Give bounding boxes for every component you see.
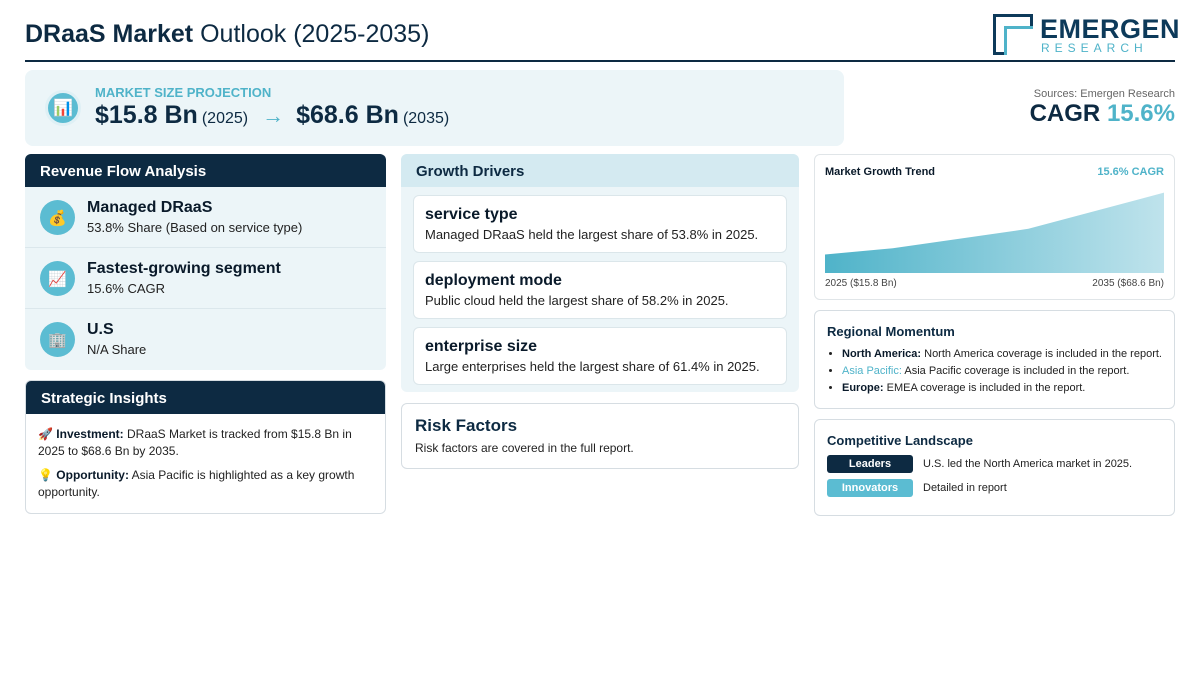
driver-text: Large enterprises held the largest share… bbox=[425, 359, 760, 374]
region-text: EMEA coverage is included in the report. bbox=[886, 382, 1086, 394]
driver-text: Managed DRaaS held the largest share of … bbox=[425, 227, 759, 242]
region-item: North America: North America coverage is… bbox=[842, 348, 1162, 361]
revenue-item-title: Fastest-growing segment bbox=[87, 260, 281, 277]
end-value: $68.6 Bn bbox=[296, 101, 399, 129]
bar-chart-icon: 📊 bbox=[45, 90, 81, 126]
region-item: Europe: EMEA coverage is included in the… bbox=[842, 382, 1162, 395]
trend-title: Market Growth Trend bbox=[825, 166, 936, 178]
projection-label: MARKET SIZE PROJECTION bbox=[95, 85, 272, 100]
driver-card: service type Managed DRaaS held the larg… bbox=[413, 195, 787, 253]
logo-mark-icon bbox=[993, 14, 1033, 55]
trend-start-label: 2025 ($15.8 Bn) bbox=[825, 278, 897, 289]
opportunity-text: Asia Pacific is highlighted as a key gro… bbox=[38, 468, 355, 499]
revenue-item-sub: N/A Share bbox=[87, 342, 147, 357]
market-size-projection: 📊 MARKET SIZE PROJECTION $15.8 Bn (2025) →… bbox=[25, 70, 844, 146]
driver-title: service type bbox=[425, 206, 518, 223]
projection-values: $15.8 Bn (2025) → $68.6 Bn (2035) bbox=[95, 101, 449, 130]
region-text: North America coverage is included in th… bbox=[924, 348, 1162, 360]
region-text: Asia Pacific coverage is included in the… bbox=[904, 365, 1130, 377]
region-name: Asia Pacific: bbox=[842, 365, 902, 377]
region-name: Europe: bbox=[842, 382, 884, 394]
innovators-text: Detailed in report bbox=[923, 482, 1007, 494]
revenue-item: 📈 Fastest-growing segment 15.6% CAGR bbox=[25, 248, 386, 309]
leaders-text: U.S. led the North America market in 202… bbox=[923, 458, 1133, 470]
trend-up-chart-icon: 📈 bbox=[40, 261, 75, 296]
revenue-flow-panel: Revenue Flow Analysis 💰 Managed DRaaS 53… bbox=[25, 154, 386, 370]
end-year: (2035) bbox=[402, 110, 450, 127]
sources-text: Sources: Emergen Research bbox=[1033, 88, 1175, 100]
investment-label: Investment: bbox=[56, 427, 124, 441]
title-rest: Outlook (2025-2035) bbox=[200, 20, 430, 48]
region-item: Asia Pacific: Asia Pacific coverage is i… bbox=[842, 365, 1162, 378]
region-name: North America: bbox=[842, 348, 922, 360]
driver-card: enterprise size Large enterprises held t… bbox=[413, 327, 787, 385]
opportunity-label: Opportunity: bbox=[56, 468, 129, 482]
cagr-value: 15.6% bbox=[1106, 100, 1175, 127]
revenue-item: 🏢 U.S N/A Share bbox=[25, 309, 386, 370]
logo-sub-text: RESEARCH bbox=[1041, 41, 1148, 55]
growth-drivers-panel: Growth Drivers service type Managed DRaa… bbox=[401, 154, 799, 392]
regional-heading: Regional Momentum bbox=[827, 324, 955, 339]
trend-area-series bbox=[825, 192, 1164, 273]
risk-heading: Risk Factors bbox=[415, 416, 518, 435]
revenue-item: 💰 Managed DRaaS 53.8% Share (Based on se… bbox=[25, 187, 386, 248]
risk-factors-panel: Risk Factors Risk factors are covered in… bbox=[401, 403, 799, 469]
rocket-icon: 🚀 bbox=[38, 427, 53, 441]
strategic-insights-panel: Strategic Insights 🚀 Investment: DRaaS M… bbox=[25, 380, 386, 514]
page-header: DRaaS Market Outlook (2025-2035) EMERGEN… bbox=[25, 10, 1180, 62]
revenue-item-title: U.S bbox=[87, 321, 114, 338]
investment-insight: 🚀 Investment: DRaaS Market is tracked fr… bbox=[38, 426, 373, 460]
growth-heading: Growth Drivers bbox=[401, 154, 799, 187]
competitive-landscape-panel: Competitive Landscape Leaders U.S. led t… bbox=[814, 419, 1175, 516]
market-growth-trend-panel: Market Growth Trend 15.6% CAGR 2025 ($15… bbox=[814, 154, 1175, 300]
revenue-heading: Revenue Flow Analysis bbox=[25, 154, 386, 187]
revenue-item-sub: 15.6% CAGR bbox=[87, 281, 166, 296]
cagr-label: CAGR bbox=[1029, 100, 1101, 127]
leaders-badge: Leaders bbox=[827, 455, 913, 473]
competitive-heading: Competitive Landscape bbox=[827, 433, 973, 448]
revenue-item-title: Managed DRaaS bbox=[87, 199, 213, 216]
opportunity-insight: 💡 Opportunity: Asia Pacific is highlight… bbox=[38, 467, 373, 501]
regional-momentum-panel: Regional Momentum North America: North A… bbox=[814, 310, 1175, 409]
arrow-right-icon: → bbox=[262, 103, 285, 128]
driver-card: deployment mode Public cloud held the la… bbox=[413, 261, 787, 319]
growth-area-chart bbox=[825, 192, 1164, 273]
region-list: North America: North America coverage is… bbox=[842, 348, 1162, 399]
driver-title: deployment mode bbox=[425, 272, 562, 289]
emergen-logo: EMERGEN RESEARCH bbox=[993, 14, 1180, 56]
driver-title: enterprise size bbox=[425, 338, 538, 355]
trend-cagr: 15.6% CAGR bbox=[1097, 166, 1164, 178]
risk-text: Risk factors are covered in the full rep… bbox=[415, 441, 634, 455]
start-year: (2025) bbox=[201, 110, 249, 127]
start-value: $15.8 Bn bbox=[95, 101, 198, 129]
trend-end-label: 2035 ($68.6 Bn) bbox=[1092, 278, 1164, 289]
lightbulb-icon: 💡 bbox=[38, 468, 53, 482]
logo-main-text: EMERGEN bbox=[1040, 14, 1181, 44]
revenue-item-sub: 53.8% Share (Based on service type) bbox=[87, 220, 303, 235]
title-bold: DRaaS Market bbox=[25, 20, 194, 48]
money-bag-icon: 💰 bbox=[40, 200, 75, 235]
investment-text: DRaaS Market is tracked from $15.8 Bn in… bbox=[38, 427, 352, 458]
strategic-heading: Strategic Insights bbox=[26, 381, 385, 414]
page-title: DRaaS Market Outlook (2025-2035) bbox=[25, 20, 429, 49]
driver-text: Public cloud held the largest share of 5… bbox=[425, 293, 729, 308]
cagr-summary: CAGR 15.6% bbox=[1030, 100, 1175, 128]
innovators-badge: Innovators bbox=[827, 479, 913, 497]
office-building-icon: 🏢 bbox=[40, 322, 75, 357]
